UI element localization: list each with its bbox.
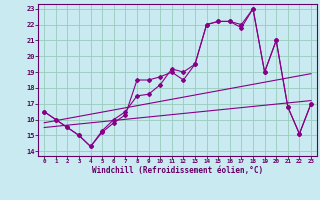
X-axis label: Windchill (Refroidissement éolien,°C): Windchill (Refroidissement éolien,°C) <box>92 166 263 175</box>
